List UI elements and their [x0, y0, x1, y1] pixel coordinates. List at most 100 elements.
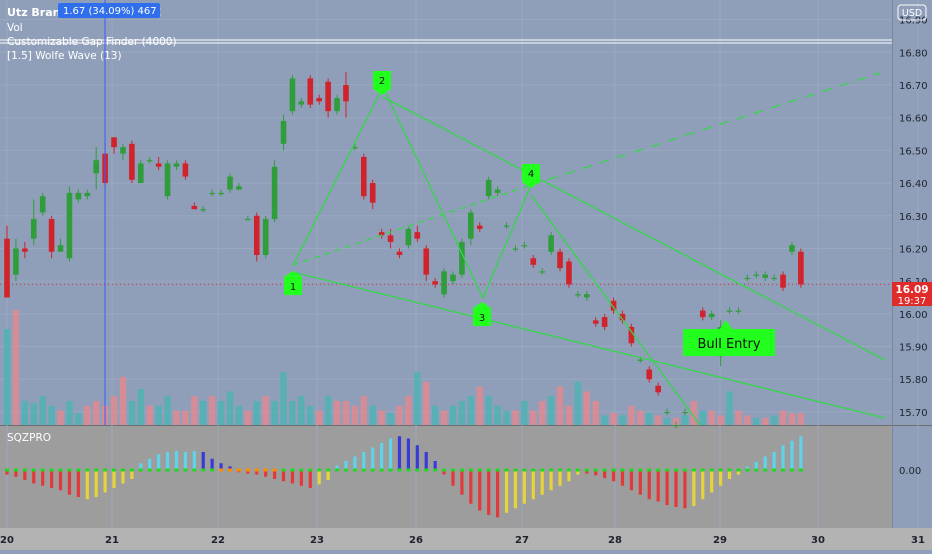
volume-bar — [788, 413, 796, 425]
sqz-bar — [487, 470, 491, 515]
wave-point-4[interactable]: 4 — [522, 164, 540, 188]
sqz-dot — [406, 468, 411, 472]
volume-bar — [592, 401, 599, 425]
volume-bar — [530, 410, 537, 425]
volume-bar — [449, 405, 457, 425]
volume-bar — [494, 405, 501, 425]
sqz-dot — [352, 468, 357, 472]
sqz-dot — [317, 468, 322, 472]
sqz-dot — [129, 468, 134, 472]
volume-bar — [298, 396, 305, 425]
volume-bar — [744, 415, 751, 425]
time-tick: 26 — [409, 535, 423, 546]
sqz-bar — [371, 447, 375, 470]
wolfe-line-1-3 — [292, 271, 886, 419]
sqz-dot — [210, 468, 215, 472]
time-tick: 23 — [310, 535, 324, 546]
volume-bar — [619, 415, 626, 425]
candle-body — [325, 81, 331, 112]
sqz-bar — [380, 443, 384, 470]
indicator-label[interactable]: [1.5] Wolfe Wave (13) — [7, 50, 122, 62]
sqz-bar — [719, 470, 723, 486]
sqz-bar — [317, 470, 321, 485]
sqz-dot — [620, 468, 625, 472]
sqz-dot — [549, 468, 554, 472]
sqz-dot — [361, 468, 366, 472]
sqz-pane[interactable] — [0, 426, 892, 528]
sqz-bar — [504, 470, 509, 513]
sqz-bar — [290, 470, 295, 484]
volume-bar — [717, 415, 724, 425]
volume-bar — [84, 405, 91, 425]
sqz-dot — [700, 468, 705, 472]
volume-bar — [547, 396, 555, 425]
marker-label: 2 — [379, 76, 385, 87]
candle-body — [762, 274, 768, 278]
sqz-bar — [424, 452, 428, 470]
currency-button[interactable]: USD — [897, 4, 927, 21]
sqz-dot — [85, 468, 90, 472]
candle-body — [227, 176, 233, 190]
wave-point-3[interactable]: 3 — [473, 302, 491, 326]
candle-body — [253, 215, 260, 255]
sqz-dot — [638, 468, 643, 472]
sqz-dot — [477, 468, 482, 472]
sqz-bar — [406, 438, 410, 470]
sqz-bar — [192, 451, 196, 470]
candle-body — [485, 179, 492, 197]
candle-body — [352, 147, 358, 149]
sqz-title[interactable]: SQZPRO — [7, 432, 51, 444]
candle-body — [84, 192, 91, 197]
sqz-bar — [281, 470, 286, 482]
candle-body — [557, 251, 563, 269]
indicator-label[interactable]: Vol — [7, 22, 23, 34]
sqz-bar — [76, 470, 80, 497]
wave-point-1[interactable]: 1 — [284, 271, 302, 295]
candle-body — [441, 271, 447, 295]
sqz-dot — [674, 468, 678, 472]
volume-bar — [360, 396, 367, 425]
volume-bar — [440, 410, 448, 425]
sqz-bar — [745, 466, 749, 470]
volume-bar — [726, 391, 733, 425]
volume-bar — [405, 396, 412, 425]
sqz-dot — [147, 468, 152, 472]
time-axis[interactable] — [0, 528, 932, 550]
volume-bar — [387, 413, 394, 425]
sqz-dot — [174, 468, 179, 472]
sqz-bar — [335, 465, 339, 470]
sqz-dot — [798, 468, 803, 472]
volume-bar — [128, 401, 136, 425]
sqz-bar — [130, 470, 134, 479]
indicator-label[interactable]: Customizable Gap Finder (4000) — [7, 36, 177, 48]
price-tick: 16.70 — [899, 81, 928, 92]
candle-body — [209, 192, 215, 195]
candle-body — [673, 425, 679, 427]
volume-bar — [583, 391, 590, 425]
sqz-dot — [415, 468, 420, 472]
volume-bar — [423, 381, 430, 425]
sqz-dot — [611, 468, 616, 472]
candle-body — [343, 85, 349, 102]
price-axis[interactable] — [892, 0, 932, 528]
main-pane[interactable] — [0, 0, 892, 425]
sqz-dot — [513, 468, 518, 472]
sqz-bar — [67, 470, 72, 495]
marker-shape — [473, 302, 491, 326]
wave-point-2[interactable]: 2 — [373, 71, 391, 95]
sqz-dot — [326, 468, 331, 472]
sqz-bar — [433, 461, 437, 470]
volume-bar — [431, 405, 439, 425]
sqz-bar — [629, 470, 633, 491]
sqz-dot — [718, 468, 723, 472]
sqz-bar — [754, 461, 758, 470]
sqz-bar — [611, 470, 616, 482]
sqz-bar — [585, 470, 589, 474]
volume-bar — [191, 396, 198, 425]
candle-body — [726, 310, 733, 312]
candle-body — [361, 156, 367, 197]
bull-entry-label[interactable]: Bull Entry — [683, 320, 775, 356]
